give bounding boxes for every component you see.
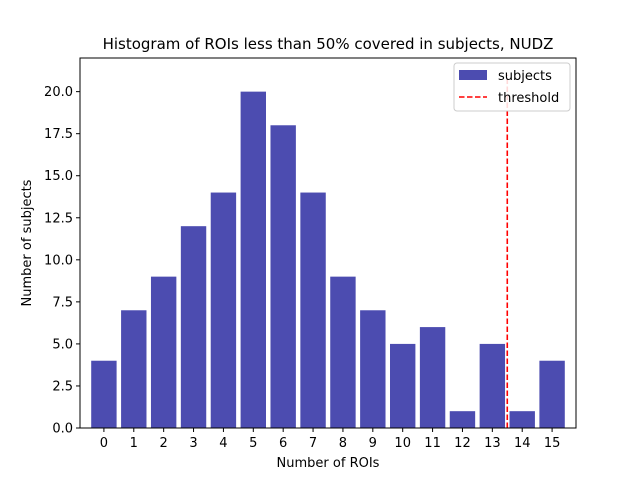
bar-2	[150, 276, 177, 428]
legend-label-subjects: subjects	[498, 69, 552, 84]
chart-title: Histogram of ROIs less than 50% covered …	[103, 35, 554, 53]
bar-1	[121, 310, 147, 428]
x-tick-label: 3	[189, 436, 197, 451]
legend-label-threshold: threshold	[498, 91, 559, 106]
x-tick-label: 8	[339, 436, 347, 451]
y-tick-label: 2.5	[52, 379, 73, 394]
x-tick-label: 7	[309, 436, 317, 451]
legend-swatch-subjects	[459, 70, 487, 80]
x-tick-label: 14	[514, 436, 531, 451]
bar-14	[509, 411, 535, 428]
bar-10	[390, 343, 416, 428]
x-axis-label: Number of ROIs	[277, 456, 380, 471]
bar-11	[419, 327, 446, 428]
x-tick-label: 9	[369, 436, 377, 451]
bar-6	[270, 125, 296, 428]
x-tick-label: 12	[454, 436, 471, 451]
bar-15	[539, 360, 565, 428]
plot-frame	[79, 57, 577, 429]
bar-8	[330, 276, 356, 428]
y-tick-label: 15.0	[44, 169, 73, 184]
y-tick-label: 12.5	[44, 211, 73, 226]
bar-4	[210, 192, 237, 428]
y-tick-label: 7.5	[52, 295, 73, 310]
y-tick-label: 0.0	[52, 422, 73, 437]
legend: subjects threshold	[453, 62, 571, 112]
bar-0	[91, 360, 117, 428]
y-axis-label: Number of subjects	[20, 179, 35, 306]
bar-9	[360, 310, 386, 428]
bar-5	[240, 91, 266, 429]
y-tick-label: 20.0	[44, 85, 73, 100]
x-tick-label: 4	[219, 436, 227, 451]
y-tick-label: 17.5	[44, 127, 73, 142]
x-tick-label: 1	[130, 436, 138, 451]
x-tick-label: 13	[484, 436, 501, 451]
x-tick-label: 0	[100, 436, 108, 451]
bar-7	[300, 192, 326, 428]
bar-3	[180, 226, 207, 428]
x-tick-label: 15	[544, 436, 561, 451]
y-tick-label: 10.0	[44, 253, 73, 268]
x-tick-label: 10	[394, 436, 411, 451]
x-tick-label: 11	[424, 436, 441, 451]
y-tick-label: 5.0	[52, 337, 73, 352]
bar-13	[479, 343, 506, 428]
x-tick-label: 2	[160, 436, 168, 451]
x-tick-label: 6	[279, 436, 287, 451]
x-tick-label: 5	[249, 436, 257, 451]
bar-12	[449, 411, 476, 428]
